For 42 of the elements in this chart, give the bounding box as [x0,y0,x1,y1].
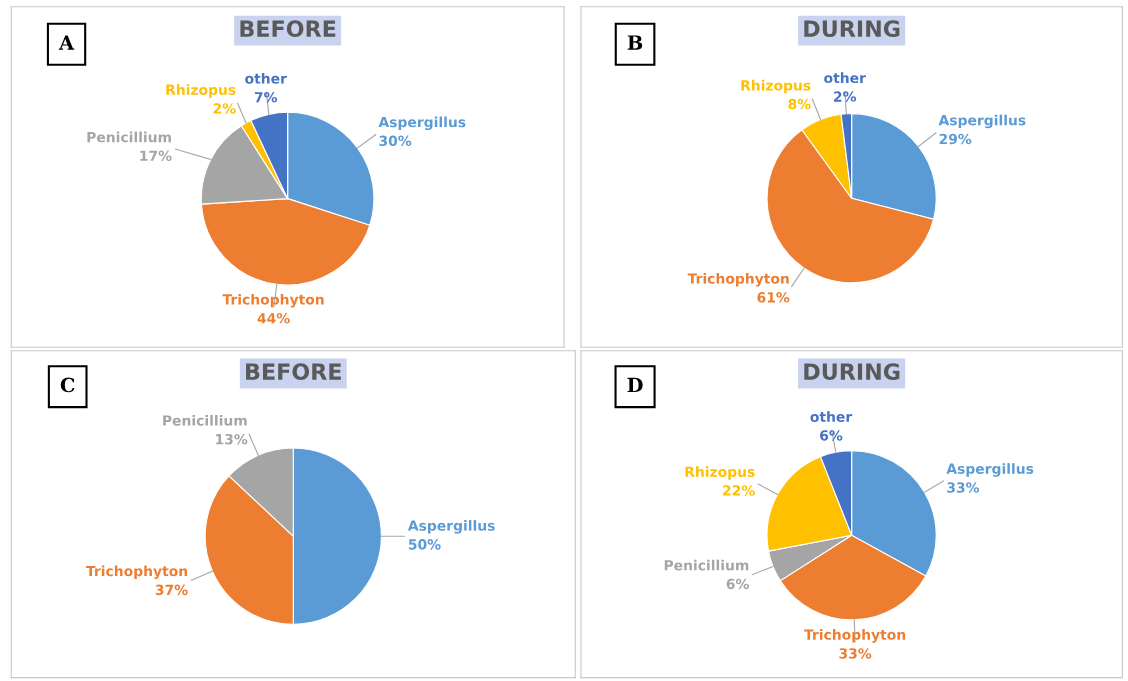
chart-title: DURING [804,20,900,38]
slice-label: other [245,73,287,84]
data-label: 2% [834,91,857,102]
slice-label: Aspergillus [378,116,466,131]
slice-label: other [824,72,866,84]
slice-label: Rhizopus [166,84,236,98]
text: C [60,377,75,393]
data-label: 29% [939,133,972,145]
slice-label: Trichophyton [222,293,324,308]
data-label: 33% [839,648,872,659]
slice-label: Aspergillus [938,114,1026,129]
slice-label: Penicillium [163,414,247,426]
slice-label: Trichophyton [687,273,789,287]
slice-label: Aspergillus [407,520,495,534]
data-label: 37% [155,584,188,596]
data-label: 6% [820,430,843,441]
slice-label: Penicillium [87,131,171,143]
data-label: 6% [726,578,749,590]
data-label: 7% [254,91,278,103]
slice-label: Rhizopus [685,466,755,480]
chart-title: BEFORE [240,20,336,38]
text: B [627,35,643,50]
slice-label: Trichophyton [804,629,906,643]
data-label: 50% [408,539,441,550]
slice-label: Rhizopus [741,79,811,94]
data-label: 44% [257,312,290,324]
slice-label: Aspergillus [946,463,1034,477]
slice-label: Penicillium [664,559,749,571]
data-label: 33% [947,482,980,493]
data-label: 30% [379,135,412,147]
chart-title: DURING [804,363,900,381]
data-label: 2% [213,103,236,114]
data-label: 8% [788,98,811,110]
data-label: 17% [140,150,172,162]
text: D [627,377,643,393]
data-label: 13% [216,433,248,445]
chart-title: BEFORE [246,363,341,381]
slice-label: other [810,411,853,422]
data-label: 61% [757,292,790,303]
text: A [58,35,75,50]
data-label: 22% [723,485,755,496]
slice-label: Trichophyton [86,565,188,580]
